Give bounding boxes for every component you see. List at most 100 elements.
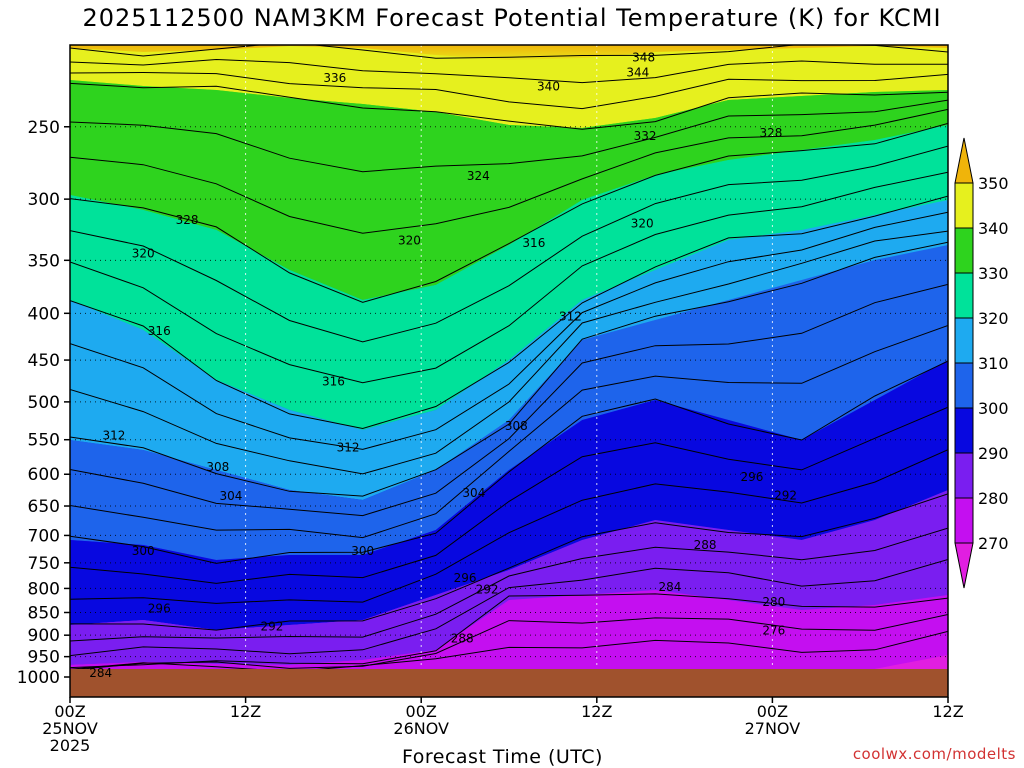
y-tick-label: 250	[28, 118, 60, 138]
theta-band	[70, 46, 948, 128]
y-tick-label: 700	[28, 526, 60, 546]
y-tick-label: 350	[28, 251, 60, 271]
contour-line	[70, 230, 948, 475]
grid-lines	[70, 45, 948, 678]
y-tick-label: 650	[28, 497, 60, 517]
contour-label: 332	[634, 129, 657, 143]
x-tick-label: 25NOV	[42, 719, 98, 738]
contour-label: 344	[626, 65, 649, 79]
x-tick-label: 12Z	[932, 702, 963, 721]
contour-label: 316	[148, 324, 171, 338]
y-tick-label: 850	[28, 603, 60, 623]
colorbar-segment	[954, 362, 974, 409]
theta-band	[70, 125, 948, 430]
contour-line	[70, 71, 948, 110]
contour-label: 284	[659, 580, 682, 594]
colorbar-label: 350	[978, 174, 1009, 193]
ground-surface	[70, 669, 948, 697]
contour-label: 308	[505, 419, 528, 433]
colorbar-segment	[954, 407, 974, 454]
contour-line	[70, 325, 948, 539]
x-tick-label: 00Z	[54, 702, 85, 721]
colorbar-label: 280	[978, 489, 1009, 508]
contour-label: 304	[462, 486, 485, 500]
contour-label: 328	[759, 126, 782, 140]
colorbar: 270 280 290 300 310 320 330 340 350	[954, 137, 1009, 589]
contour-line	[70, 630, 948, 673]
contour-label: 316	[522, 236, 545, 250]
contour-line	[70, 241, 948, 497]
contour-label: 312	[337, 441, 360, 455]
colorbar-label: 310	[978, 354, 1009, 373]
contour-label: 320	[398, 234, 421, 248]
contour-line	[70, 145, 948, 343]
contour-line	[70, 493, 948, 631]
site-watermark: coolwx.com/modelts	[852, 745, 1016, 763]
contour-label: 328	[176, 213, 199, 227]
x-axis-title: Forecast Time (UTC)	[402, 746, 603, 768]
contour-line	[70, 195, 948, 430]
colorbar-segment	[954, 227, 974, 274]
contour-label: 292	[774, 488, 797, 502]
theta-band	[70, 200, 948, 500]
contour-label: 280	[762, 595, 785, 609]
y-tick-label: 750	[28, 554, 60, 574]
contour-line	[70, 99, 948, 173]
contour-label: 292	[476, 582, 499, 596]
colorbar-segment	[954, 497, 974, 544]
contour-label: 304	[220, 489, 243, 503]
y-tick-label: 300	[28, 190, 60, 210]
theta-fills	[70, 46, 948, 669]
x-tick-label: 00Z	[406, 702, 437, 721]
theta-band	[70, 360, 948, 630]
contour-label: 340	[537, 80, 560, 94]
colorbar-label: 270	[978, 534, 1009, 553]
contour-label: 292	[260, 619, 283, 633]
contour-label: 288	[694, 538, 717, 552]
theta-band	[70, 245, 948, 560]
contour-line	[70, 449, 948, 604]
colorbar-label: 290	[978, 444, 1009, 463]
contour-line	[70, 211, 948, 450]
contour-label: 300	[132, 544, 155, 558]
contour-label: 308	[206, 460, 229, 474]
contour-label: 320	[631, 217, 654, 231]
y-tick-label: 550	[28, 431, 60, 451]
colorbar-label: 340	[978, 219, 1009, 238]
contour-label: 312	[102, 428, 125, 442]
colorbar-segment	[954, 452, 974, 499]
contour-line	[70, 82, 948, 130]
colorbar-segment	[954, 182, 974, 229]
theta-band	[70, 590, 948, 669]
y-tick-label: 450	[28, 351, 60, 371]
colorbar-under-arrow	[954, 542, 974, 589]
contour-line	[70, 58, 948, 84]
x-tick-label: 12Z	[230, 702, 261, 721]
y-tick-label: 1000	[17, 668, 60, 688]
contour-line	[70, 527, 948, 642]
contour-label: 288	[451, 631, 474, 645]
y-axis: 250 300 350 400 450 500 550 600 650 700 750 800 850 9…	[17, 118, 70, 688]
plot-frame	[69, 44, 949, 698]
contour-line	[70, 45, 948, 59]
contour-line	[70, 614, 948, 671]
contour-label: 320	[132, 246, 155, 260]
colorbar-segment	[954, 272, 974, 319]
contour-label: 300	[351, 544, 374, 558]
theta-contour-lines	[70, 45, 948, 673]
contour-label: 312	[559, 309, 582, 323]
chart-title: 2025112500 NAM3KM Forecast Potential Tem…	[82, 4, 942, 32]
contour-line	[70, 360, 948, 564]
y-tick-label: 400	[28, 304, 60, 324]
x-tick-label: 27NOV	[745, 719, 801, 738]
contour-line	[70, 406, 948, 584]
contour-label: 296	[148, 602, 171, 616]
contour-label: 324	[467, 169, 490, 183]
colorbar-label: 300	[978, 399, 1009, 418]
contour-label: 336	[323, 71, 346, 85]
contour-line	[70, 283, 948, 517]
contour-label: 284	[89, 666, 112, 680]
